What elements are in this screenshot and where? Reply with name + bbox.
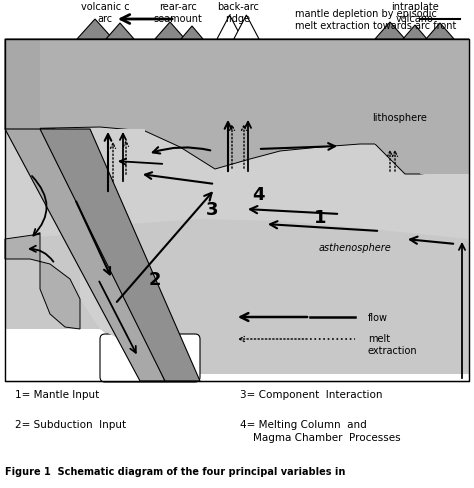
Polygon shape	[80, 130, 200, 381]
Text: 1= Mantle Input: 1= Mantle Input	[15, 389, 99, 399]
Polygon shape	[375, 40, 469, 175]
Polygon shape	[77, 20, 113, 40]
Polygon shape	[5, 40, 40, 130]
Text: 1: 1	[314, 208, 326, 226]
Text: Figure 1  Schematic diagram of the four principal variables in: Figure 1 Schematic diagram of the four p…	[5, 466, 346, 476]
Text: 4: 4	[252, 185, 264, 203]
Polygon shape	[426, 24, 454, 40]
Text: flow: flow	[368, 312, 388, 323]
Text: 2: 2	[149, 270, 161, 288]
Text: mantle depletion by episodic: mantle depletion by episodic	[295, 9, 437, 19]
Polygon shape	[5, 130, 165, 381]
Bar	[5, 40, 469, 381]
Polygon shape	[375, 23, 405, 40]
Polygon shape	[5, 40, 469, 175]
Text: 3= Component  Interaction: 3= Component Interaction	[240, 389, 383, 399]
Text: lithosphere: lithosphere	[373, 113, 428, 123]
Polygon shape	[40, 130, 200, 381]
Text: rear-arc
seamount: rear-arc seamount	[154, 2, 202, 23]
Text: asthenosphere: asthenosphere	[319, 243, 392, 252]
Polygon shape	[5, 40, 40, 130]
Polygon shape	[403, 26, 427, 40]
Polygon shape	[5, 235, 80, 329]
Polygon shape	[234, 16, 259, 40]
Text: Magma Chamber  Processes: Magma Chamber Processes	[240, 432, 401, 442]
Polygon shape	[181, 27, 203, 40]
Text: intraplate
volcano: intraplate volcano	[391, 2, 439, 23]
Bar	[5, 40, 469, 381]
FancyBboxPatch shape	[100, 334, 200, 382]
Polygon shape	[106, 24, 134, 40]
Polygon shape	[217, 16, 242, 40]
Polygon shape	[5, 329, 469, 381]
Polygon shape	[155, 23, 185, 40]
Text: 2= Subduction  Input: 2= Subduction Input	[15, 419, 126, 429]
Text: back-arc
ridge: back-arc ridge	[217, 2, 259, 23]
Text: 3: 3	[206, 201, 218, 219]
Text: melt
extraction: melt extraction	[368, 333, 418, 355]
Text: melt extraction towards arc front: melt extraction towards arc front	[295, 21, 456, 31]
Polygon shape	[5, 220, 469, 381]
Text: volcanic c
arc: volcanic c arc	[81, 2, 129, 23]
Text: 4= Melting Column  and: 4= Melting Column and	[240, 419, 367, 429]
